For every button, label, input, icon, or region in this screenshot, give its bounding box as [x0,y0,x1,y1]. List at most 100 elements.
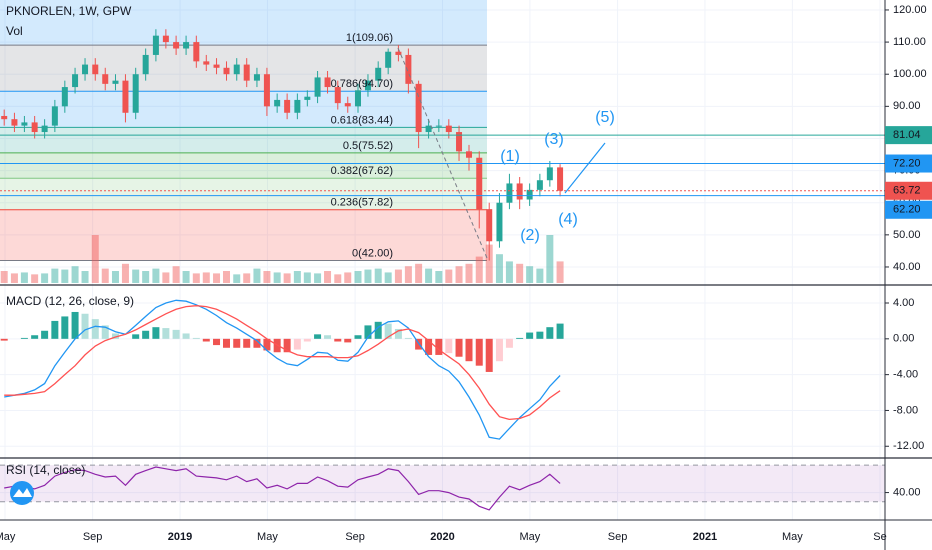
candle-body [344,103,351,107]
macd-histogram-bar [485,338,493,372]
y-tick-label: 110.00 [893,36,926,48]
rsi-title: RSI (14, close) [6,463,85,477]
macd-title: MACD (12, 26, close, 9) [6,294,134,308]
macd-histogram-bar [364,325,372,339]
candle-body [334,87,341,104]
candle-body [72,74,79,88]
candle-body [294,99,301,113]
volume-bar [121,263,129,283]
volume-bar [516,263,524,283]
candle-body [476,157,483,210]
volume-bar [172,266,180,283]
candle-body [152,35,159,55]
macd-histogram-bar [314,334,322,339]
volume-bar [334,274,342,283]
volume-bar [374,268,382,283]
candle-body [213,64,220,68]
candle-body [193,42,200,62]
candle-body [284,99,291,113]
y-tick-label: 40.00 [893,486,921,498]
candle-body [203,61,210,65]
candle-body [375,67,382,81]
volume-bar [182,271,190,283]
macd-histogram-bar [374,321,382,339]
x-tick-label: 2021 [693,531,717,543]
volume-bar [111,271,119,283]
volume-bar [162,272,170,283]
wave-label: (3) [544,131,564,148]
candle-body [173,42,180,49]
x-tick-label: Sep [608,531,628,543]
macd-histogram-bar [233,338,241,348]
candle-body [536,180,543,190]
candle-body [92,64,99,75]
volume-bar [404,266,412,283]
price-badge-label: 62.20 [893,204,921,216]
macd-histogram-bar [303,338,311,342]
candle-body [435,125,442,127]
macd-histogram-bar [344,338,352,343]
candle-body [1,115,8,120]
y-tick-label: 50.00 [893,229,921,241]
macd-histogram-bar [61,316,69,339]
macd-histogram-bar [495,338,503,362]
macd-histogram-bar [556,323,564,339]
volume-bar [344,272,352,283]
trend-line [397,47,488,259]
price-badge-label: 72.20 [893,157,921,169]
volume-bar [253,268,261,283]
macd-histogram-bar [435,338,443,355]
macd-histogram-bar [475,338,483,366]
volume-bar [283,273,291,283]
fib-band [0,178,487,210]
candle-body [364,80,371,91]
y-tick-label: -4.00 [893,369,918,381]
volume-bar [445,269,453,283]
volume-bar [485,244,493,283]
plot [0,29,885,511]
volume-bar [0,271,8,283]
fib-band [0,91,487,128]
price-badge [885,126,932,145]
macd-histogram-bar [172,329,180,339]
volume-bar [546,235,554,283]
macd-histogram-bar [20,337,28,339]
candle-body [233,64,240,75]
macd-histogram-bar [31,335,39,339]
x-tick-label: Se [873,531,886,543]
candle-body [557,167,564,191]
macd-histogram-bar [425,338,433,355]
candle-body [415,83,422,133]
volume-bar [71,266,79,283]
fib-label: 1(109.06) [346,32,393,44]
volume-bar [202,272,210,283]
y-tick-label: -12.00 [893,440,924,452]
fib-label: 0.382(67.62) [331,165,393,177]
candle-body [41,125,48,133]
rsi-line [4,466,561,511]
x-tick-label: 2020 [430,531,454,543]
macd-histogram-bar [445,338,453,354]
macd-histogram-bar [404,337,412,339]
macd-histogram-bar [354,335,362,339]
candle-body [61,87,68,107]
x-tick-label: 2019 [168,531,192,543]
signal-line [4,305,561,421]
volume-bar [31,274,39,283]
volume-bar [536,268,544,283]
volume-bar [495,254,503,283]
candle-body [112,80,119,84]
fib-label: 0.618(83.44) [331,114,393,126]
candle-body [223,67,230,75]
volume-bar [61,269,69,283]
y-tick-label: 0.00 [893,333,914,345]
macd-histogram-bar [384,323,392,339]
price-badge [885,181,932,200]
volume-bar [475,256,483,283]
candle-body [132,74,139,113]
candle-body [445,125,452,133]
volume-bar [152,268,160,283]
macd-histogram-bar [91,319,99,339]
candle-body [304,96,311,100]
